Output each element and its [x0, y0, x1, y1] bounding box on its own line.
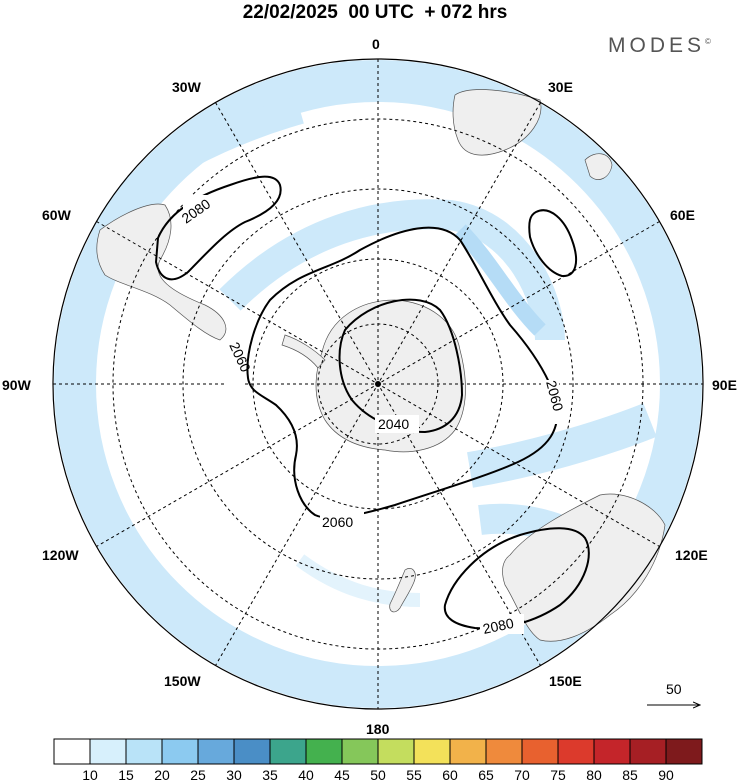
colorbar-box	[413, 738, 451, 765]
meridian-label-60e: 60E	[670, 207, 695, 223]
meridian-label-60w: 60W	[42, 207, 72, 223]
meridian-label-90w: 90W	[2, 377, 32, 393]
contour-label-bg	[541, 380, 559, 424]
contour-label-bg	[375, 415, 419, 433]
new-zealand-landmass	[389, 568, 416, 613]
colorbar-tick-label: 85	[622, 767, 638, 782]
madagascar-landmass	[584, 153, 613, 180]
colorbar-box	[665, 738, 703, 765]
contour-2080-east-small	[528, 209, 578, 278]
colorbar-box	[233, 738, 271, 765]
antarctica-landmass	[315, 299, 466, 453]
meridian-label-90e: 90E	[712, 377, 737, 393]
colorbar-box	[593, 738, 631, 765]
contour-2080-east	[443, 527, 590, 630]
colorbar-tick-label: 90	[658, 767, 674, 782]
contour-2040	[338, 298, 464, 434]
outer-jet-band	[54, 60, 702, 708]
colorbar-tick-label: 70	[514, 767, 530, 782]
colorbar-box	[269, 738, 307, 765]
colorbar-box	[53, 738, 91, 765]
brand-name: MODES	[608, 34, 706, 57]
brand-mark: ©	[705, 37, 711, 46]
colorbar-tick-label: 15	[118, 767, 134, 782]
colorbar-tick-label: 40	[298, 767, 314, 782]
colorbar-tick-label: 10	[82, 767, 98, 782]
colorbar-box	[629, 738, 667, 765]
colorbar-box	[485, 738, 523, 765]
jet-core-north	[454, 224, 546, 336]
meridian-label-0: 0	[372, 36, 380, 52]
jet-band-north	[219, 199, 565, 341]
colorbar-box	[305, 738, 343, 765]
colorbar-box	[125, 738, 163, 765]
colorbar-tick-label: 60	[442, 767, 458, 782]
colorbar-tick-label: 55	[406, 767, 422, 782]
colorbar-box	[161, 738, 199, 765]
contour-label-2040: 2040	[378, 416, 409, 432]
jet-band-southwest	[59, 417, 130, 565]
meridian-label-150w: 150W	[164, 673, 201, 689]
colorbar-box	[557, 738, 595, 765]
contour-label-bg	[320, 511, 364, 529]
land-masses	[96, 89, 666, 642]
contour-label-bg	[480, 614, 524, 634]
south-pole-marker	[375, 381, 381, 387]
brand-logo: MODES©	[608, 34, 711, 58]
contour-label-2060: 2060	[322, 514, 353, 530]
colorbar-box	[449, 738, 487, 765]
south-america-landmass	[96, 203, 227, 341]
colorbar-tick-label: 80	[586, 767, 602, 782]
colorbar-box	[341, 738, 379, 765]
jet-band-west	[79, 96, 304, 240]
colorbar: 10 15 20 25 30 35 40 45 50 55 60 65 70 75 80 85 90	[53, 738, 703, 782]
meridian-label-150e: 150E	[549, 673, 582, 689]
colorbar-tick-label: 75	[550, 767, 566, 782]
contour-label-2080: 2080	[481, 615, 515, 637]
colorbar-tick-label: 20	[154, 767, 170, 782]
colorbar-box	[521, 738, 559, 765]
antarctic-peninsula	[281, 334, 326, 369]
colorbar-tick-label: 65	[478, 767, 494, 782]
colorbar-box	[197, 738, 235, 765]
colorbar-tick-label: 25	[190, 767, 206, 782]
australia-landmass	[502, 493, 666, 642]
contour-2080-west	[154, 175, 282, 281]
reference-vector-label: 50	[666, 681, 682, 697]
jet-band-east	[467, 403, 657, 488]
latitude-circle	[182, 188, 574, 580]
colorbar-tick-label: 50	[370, 767, 386, 782]
map-title: 22/02/2025 00 UTC + 072 hrs	[242, 2, 508, 23]
colorbar-tick-label: 35	[262, 767, 278, 782]
colorbar-tick-label: 30	[226, 767, 242, 782]
meridian-label-30w: 30W	[172, 79, 202, 95]
map-boundary	[52, 58, 704, 710]
africa-landmass	[452, 89, 542, 156]
meridian-label-120w: 120W	[42, 547, 79, 563]
meridian-label-180: 180	[366, 721, 390, 737]
jet-band-south	[295, 554, 421, 607]
meridian-label-30e: 30E	[548, 79, 573, 95]
contour-label-2060: 2060	[543, 379, 567, 413]
colorbar-tick-label: 45	[334, 767, 350, 782]
colorbar-box	[377, 738, 415, 765]
contour-label-bg	[183, 195, 227, 217]
meridian-label-120e: 120E	[675, 547, 708, 563]
colorbar-box	[89, 738, 127, 765]
contour-label-bg	[225, 345, 243, 387]
